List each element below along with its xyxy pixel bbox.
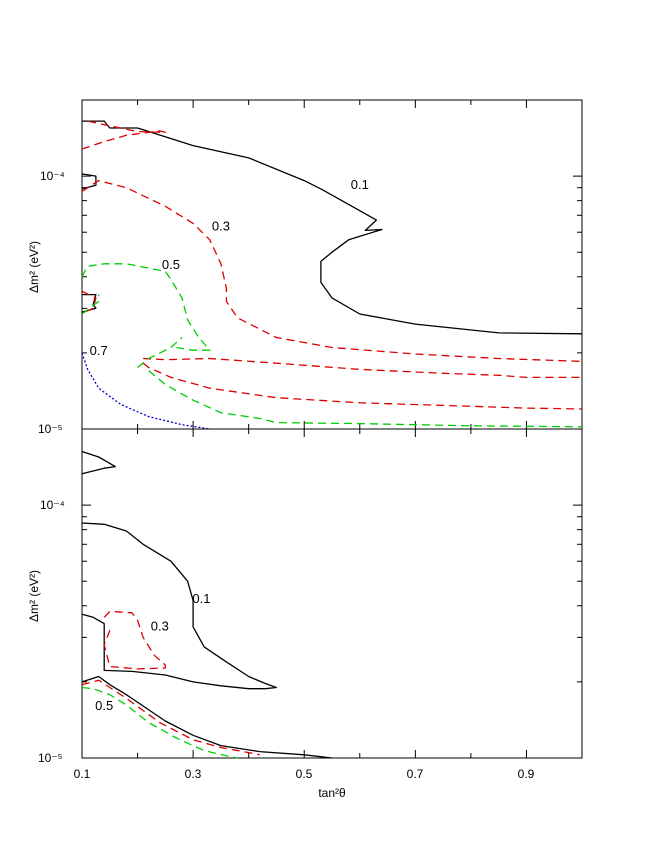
top-contour-0.5-9: [81, 294, 100, 315]
bottom-panel: 0.1 0.3 0.5 10⁻⁴ 10⁻⁵ Δm² (eV²) 0.1 0.3 0.…: [27, 428, 583, 800]
top-contour-0.1-1: [81, 173, 97, 190]
top-contour-0.3-4: [81, 179, 583, 363]
xtick-label-0.5: 0.5: [296, 767, 313, 781]
xtick-label-0.1: 0.1: [74, 767, 91, 781]
bottom-contour-label-0.1: 0.1: [192, 591, 210, 606]
top-contour-0.5-11: [148, 370, 583, 428]
top-contour-0.3-6: [143, 357, 582, 379]
top-panel-frame: [81, 99, 583, 430]
xtick-label-0.9: 0.9: [518, 767, 535, 781]
top-contour-label-0.3: 0.3: [212, 218, 230, 233]
top-contour-0.7-12: [81, 352, 210, 430]
bottom-ytick-label-1e-4: 10⁻⁴: [40, 498, 65, 512]
top-contour-0.3-5: [81, 290, 97, 313]
xtick-label-0.3: 0.3: [185, 767, 202, 781]
top-contour-0.3-7: [142, 362, 583, 410]
x-axis-label: tan²θ: [318, 786, 346, 800]
top-contour-0.3-3: [81, 120, 166, 150]
top-panel: 0.1 0.3 0.5 0.7 10⁻⁴ 10⁻⁵ Δm² (eV²): [27, 99, 583, 436]
bottom-contour-0.1-0: [81, 450, 116, 475]
xtick-label-0.7: 0.7: [407, 767, 424, 781]
top-contour-labels: 0.1 0.3 0.5 0.7: [90, 177, 369, 358]
bottom-panel-frame: [81, 428, 583, 759]
bottom-contour-0.3-4: [81, 679, 260, 756]
bottom-contour-label-0.3: 0.3: [151, 618, 169, 633]
top-contour-label-0.5: 0.5: [162, 257, 180, 272]
top-contour-0.5-10: [137, 337, 183, 369]
top-tick-marks: [81, 99, 583, 430]
bottom-contour-label-0.5: 0.5: [95, 698, 113, 713]
bottom-contour-0.3-3: [103, 610, 166, 670]
top-contour-0.1-0: [82, 120, 583, 335]
top-contour-0.5-8: [81, 263, 211, 351]
bottom-contour-0.1-2: [81, 675, 333, 759]
top-y-axis-label: Δm² (eV²): [27, 241, 41, 293]
bottom-ytick-label-1e-5: 10⁻⁵: [38, 751, 63, 765]
bottom-tick-marks: [81, 428, 583, 759]
top-contour-label-0.1: 0.1: [351, 177, 369, 192]
bottom-contours: [81, 450, 333, 759]
bottom-contour-0.5-5: [81, 686, 238, 759]
top-contour-label-0.7: 0.7: [90, 343, 108, 358]
bottom-contour-labels: 0.1 0.3 0.5: [95, 591, 210, 713]
bottom-contour-0.1-1: [81, 522, 278, 690]
bottom-y-axis-label: Δm² (eV²): [27, 570, 41, 622]
top-ytick-label-1e-5: 10⁻⁵: [38, 422, 63, 436]
top-ytick-label-1e-4: 10⁻⁴: [40, 169, 65, 183]
top-contours: [81, 120, 583, 430]
